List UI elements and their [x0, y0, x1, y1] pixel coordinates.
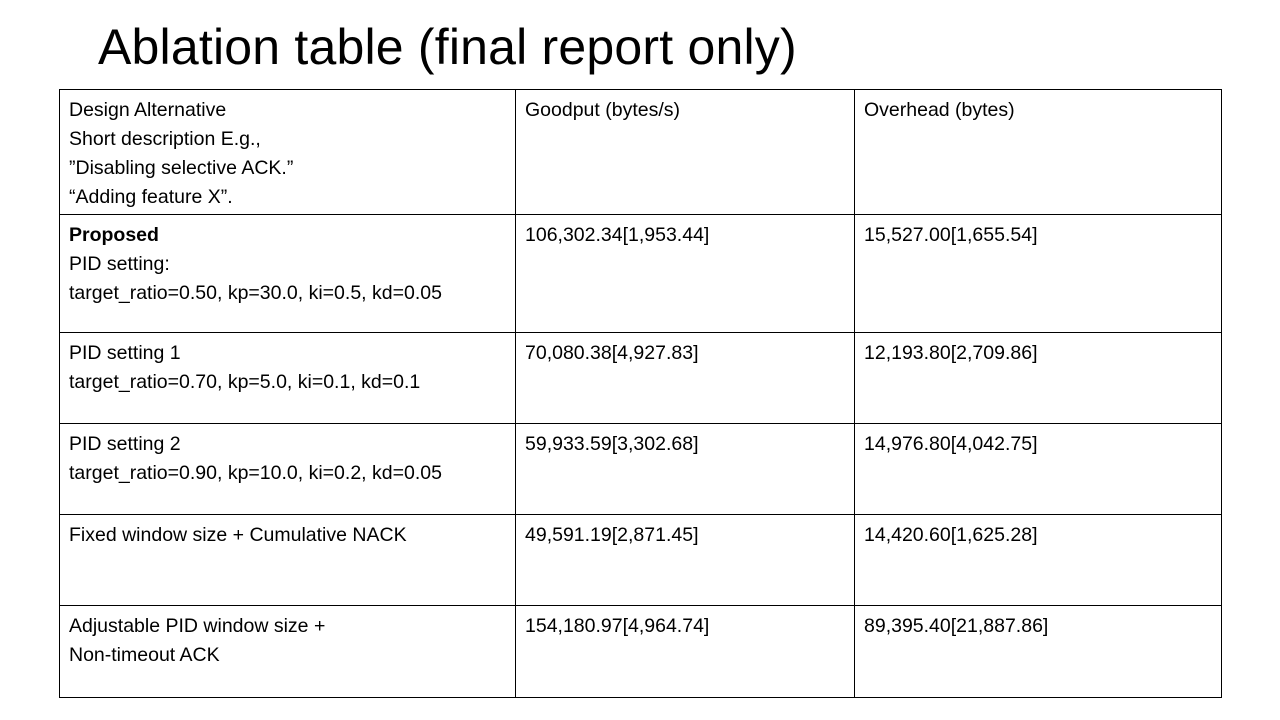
- cell-alternative: PID setting 1 target_ratio=0.70, kp=5.0,…: [59, 332, 516, 424]
- header-alternative-title: Design Alternative: [69, 99, 227, 121]
- cell-alternative: PID setting 2 target_ratio=0.90, kp=10.0…: [59, 423, 516, 515]
- header-goodput: Goodput (bytes/s): [515, 89, 855, 215]
- header-alternative-example-2: “Adding feature X”.: [69, 186, 233, 208]
- alternative-name: Adjustable PID window size +: [69, 615, 326, 637]
- cell-overhead: 89,395.40[21,887.86]: [854, 605, 1222, 698]
- header-design-alternative: Design Alternative Short description E.g…: [59, 89, 516, 215]
- cell-overhead: 12,193.80[2,709.86]: [854, 332, 1222, 424]
- table-row-proposed: Proposed PID setting: target_ratio=0.50,…: [59, 214, 1222, 333]
- header-alternative-example-1: ”Disabling selective ACK.”: [69, 157, 294, 179]
- cell-overhead: 14,976.80[4,042.75]: [854, 423, 1222, 515]
- cell-overhead: 14,420.60[1,625.28]: [854, 514, 1222, 606]
- header-overhead: Overhead (bytes): [854, 89, 1222, 215]
- table-row-fixed-window: Fixed window size + Cumulative NACK 49,5…: [59, 514, 1222, 606]
- cell-alternative: Fixed window size + Cumulative NACK: [59, 514, 516, 606]
- slide-title: Ablation table (final report only): [98, 19, 797, 75]
- alternative-detail: Non-timeout ACK: [69, 644, 220, 666]
- header-alternative-description: Short description E.g.,: [69, 128, 261, 150]
- alternative-detail: target_ratio=0.50, kp=30.0, ki=0.5, kd=0…: [69, 282, 442, 304]
- cell-goodput: 106,302.34[1,953.44]: [515, 214, 855, 333]
- alternative-name: PID setting 1: [69, 342, 181, 364]
- ablation-table: Design Alternative Short description E.g…: [59, 89, 1222, 698]
- alternative-name: Fixed window size + Cumulative NACK: [69, 524, 407, 546]
- cell-alternative: Adjustable PID window size + Non-timeout…: [59, 605, 516, 698]
- alternative-detail: PID setting:: [69, 253, 170, 275]
- cell-goodput: 154,180.97[4,964.74]: [515, 605, 855, 698]
- alternative-name: PID setting 2: [69, 433, 181, 455]
- table-row-pid-setting-1: PID setting 1 target_ratio=0.70, kp=5.0,…: [59, 332, 1222, 424]
- alternative-name: Proposed: [69, 224, 159, 246]
- alternative-detail: target_ratio=0.70, kp=5.0, ki=0.1, kd=0.…: [69, 371, 421, 393]
- table-row-pid-setting-2: PID setting 2 target_ratio=0.90, kp=10.0…: [59, 423, 1222, 515]
- cell-goodput: 49,591.19[2,871.45]: [515, 514, 855, 606]
- cell-alternative: Proposed PID setting: target_ratio=0.50,…: [59, 214, 516, 333]
- table-header-row: Design Alternative Short description E.g…: [59, 89, 1222, 215]
- cell-goodput: 70,080.38[4,927.83]: [515, 332, 855, 424]
- cell-goodput: 59,933.59[3,302.68]: [515, 423, 855, 515]
- alternative-detail: target_ratio=0.90, kp=10.0, ki=0.2, kd=0…: [69, 462, 442, 484]
- cell-overhead: 15,527.00[1,655.54]: [854, 214, 1222, 333]
- table-row-adjustable-pid: Adjustable PID window size + Non-timeout…: [59, 605, 1222, 698]
